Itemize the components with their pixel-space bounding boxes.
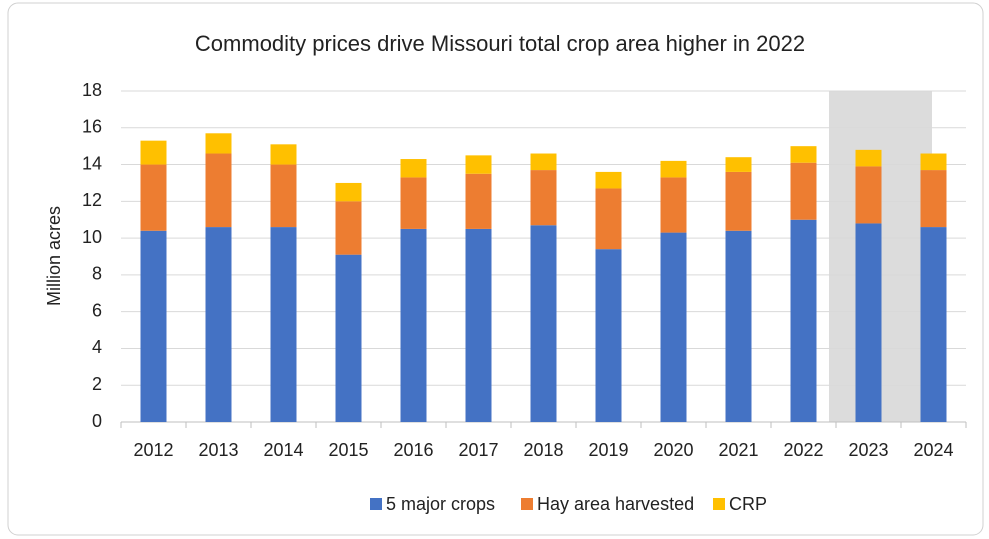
bar-segment bbox=[920, 227, 947, 422]
legend-label: 5 major crops bbox=[386, 494, 495, 514]
bar-segment bbox=[205, 153, 232, 228]
bar-segment bbox=[595, 188, 622, 250]
bar-segment bbox=[270, 144, 297, 165]
x-tick-label: 2021 bbox=[718, 440, 758, 460]
x-tick-label: 2014 bbox=[263, 440, 303, 460]
legend-swatch bbox=[521, 498, 533, 510]
bar-segment bbox=[140, 140, 167, 165]
bar-segment bbox=[595, 249, 622, 422]
bar-segment bbox=[855, 166, 882, 224]
y-tick-label: 10 bbox=[82, 227, 102, 247]
bar-segment bbox=[660, 177, 687, 233]
bar-segment bbox=[400, 159, 427, 178]
bar-segment bbox=[335, 254, 362, 422]
y-axis-label: Million acres bbox=[44, 206, 64, 306]
y-tick-label: 14 bbox=[82, 153, 102, 173]
legend-swatch bbox=[370, 498, 382, 510]
y-tick-label: 4 bbox=[92, 337, 102, 357]
bar-segment bbox=[725, 230, 752, 422]
bar-segment bbox=[335, 201, 362, 255]
bar-segment bbox=[855, 223, 882, 422]
x-tick-label: 2022 bbox=[783, 440, 823, 460]
bar-segment bbox=[335, 182, 362, 202]
bar-segment bbox=[790, 162, 817, 220]
x-tick-label: 2016 bbox=[393, 440, 433, 460]
chart-title: Commodity prices drive Missouri total cr… bbox=[195, 31, 805, 56]
y-tick-label: 0 bbox=[92, 411, 102, 431]
bar-segment bbox=[530, 170, 557, 226]
bar-segment bbox=[270, 164, 297, 228]
bar-segment bbox=[920, 170, 947, 228]
bar-segment bbox=[465, 228, 492, 422]
bar-segment bbox=[400, 228, 427, 422]
bar-segment bbox=[270, 227, 297, 422]
bar-segment bbox=[205, 227, 232, 422]
x-tick-label: 2017 bbox=[458, 440, 498, 460]
bar-segment bbox=[465, 155, 492, 174]
x-tick-label: 2013 bbox=[198, 440, 238, 460]
x-tick-label: 2020 bbox=[653, 440, 693, 460]
bar-segment bbox=[660, 232, 687, 422]
bar-segment bbox=[790, 146, 817, 163]
bar-segment bbox=[855, 149, 882, 167]
bar-segment bbox=[140, 230, 167, 422]
x-tick-label: 2024 bbox=[913, 440, 953, 460]
y-tick-label: 18 bbox=[82, 80, 102, 100]
bar-segment bbox=[530, 225, 557, 422]
y-tick-label: 12 bbox=[82, 190, 102, 210]
legend-label: CRP bbox=[729, 494, 767, 514]
bar-segment bbox=[725, 157, 752, 172]
bar-segment bbox=[660, 160, 687, 178]
bar-segment bbox=[595, 171, 622, 189]
x-tick-label: 2018 bbox=[523, 440, 563, 460]
y-tick-label: 6 bbox=[92, 300, 102, 320]
y-tick-label: 16 bbox=[82, 117, 102, 137]
x-tick-label: 2012 bbox=[133, 440, 173, 460]
legend-label: Hay area harvested bbox=[537, 494, 694, 514]
bar-segment bbox=[140, 164, 167, 231]
bar-segment bbox=[205, 133, 232, 154]
x-tick-label: 2019 bbox=[588, 440, 628, 460]
bar-segment bbox=[725, 171, 752, 231]
bar-segment bbox=[790, 219, 817, 422]
bar-segment bbox=[400, 177, 427, 229]
bar-segment bbox=[465, 173, 492, 229]
x-tick-label: 2023 bbox=[848, 440, 888, 460]
bar-segment bbox=[530, 153, 557, 171]
y-tick-label: 8 bbox=[92, 264, 102, 284]
x-tick-label: 2015 bbox=[328, 440, 368, 460]
legend-swatch bbox=[713, 498, 725, 510]
y-tick-label: 2 bbox=[92, 374, 102, 394]
bar-segment bbox=[920, 153, 947, 171]
